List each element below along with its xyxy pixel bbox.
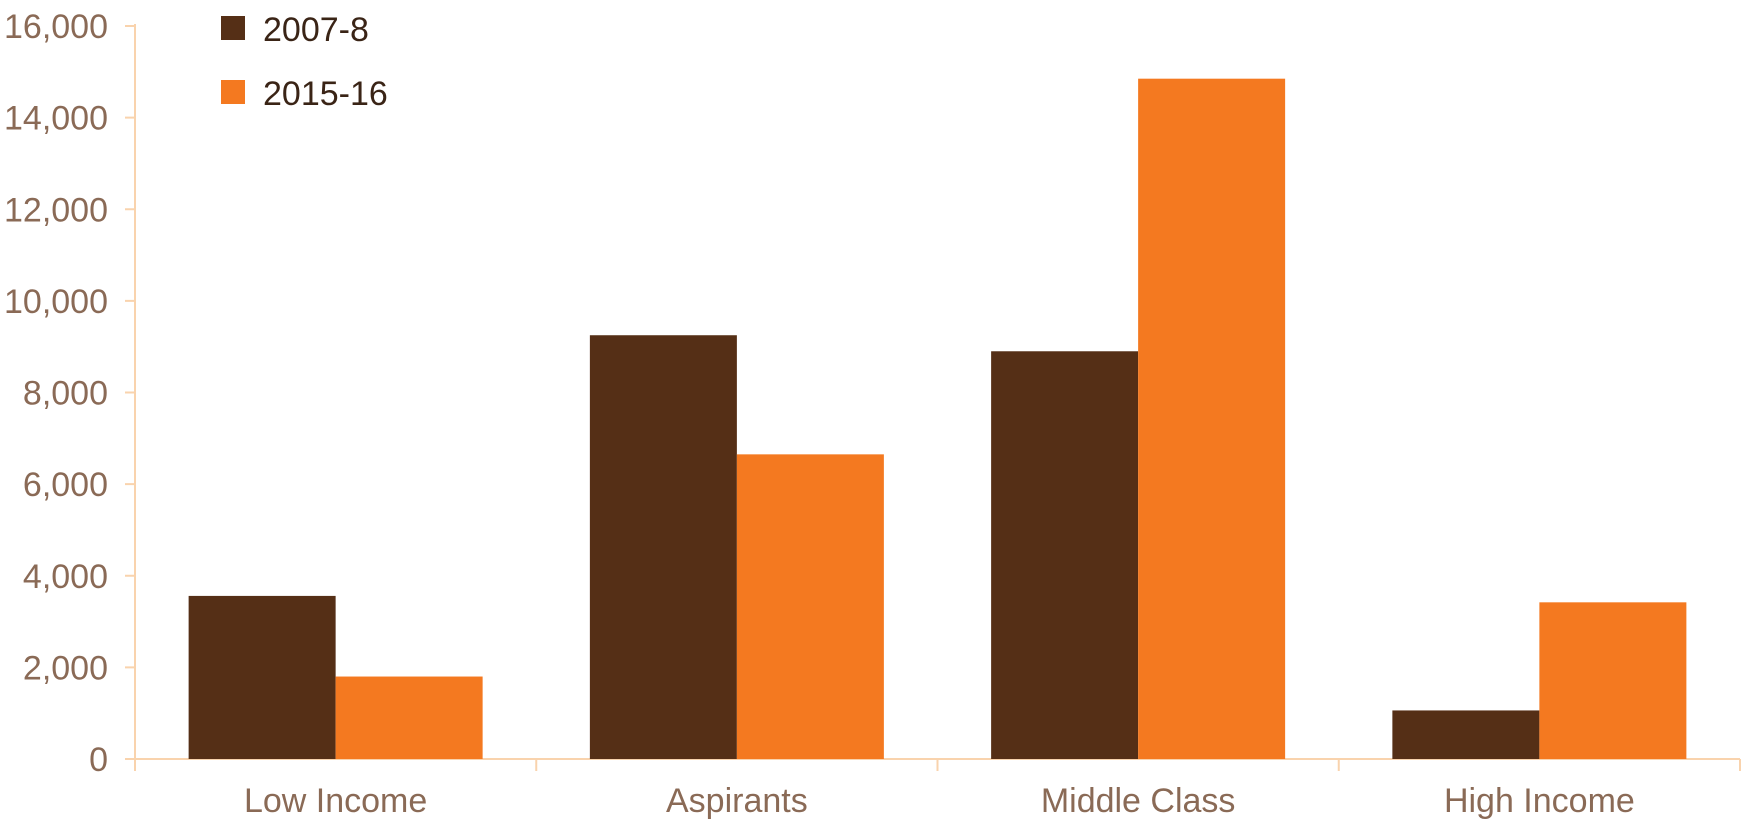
bar-2007-8-middle-class — [991, 351, 1139, 759]
bar-2007-8-aspirants — [589, 335, 737, 759]
bar-2015-16-middle-class — [1138, 78, 1286, 759]
bar-2015-16-low-income — [335, 676, 483, 759]
bar-2007-8-low-income — [188, 595, 336, 759]
axes — [125, 24, 1741, 771]
bar-2015-16-aspirants — [736, 454, 884, 759]
bars — [188, 78, 1687, 759]
x-tick-label: Aspirants — [666, 782, 808, 820]
x-tick-label: Middle Class — [1041, 782, 1236, 820]
bar-2015-16-high-income — [1539, 602, 1687, 759]
y-tick-label: 6,000 — [23, 466, 108, 504]
y-tick-label: 8,000 — [23, 375, 108, 413]
y-tick-label: 16,000 — [4, 8, 108, 46]
legend-label: 2007-8 — [263, 11, 369, 49]
legend: 2007-8 2015-16 — [221, 11, 388, 113]
legend-swatch — [221, 16, 245, 40]
legend-swatch — [221, 80, 245, 104]
y-tick-label: 2,000 — [23, 649, 108, 687]
bar-2007-8-high-income — [1392, 710, 1540, 759]
y-tick-label: 14,000 — [4, 100, 108, 138]
legend-label: 2015-16 — [263, 75, 388, 113]
y-tick-label: 12,000 — [4, 191, 108, 229]
y-tick-label: 0 — [89, 741, 108, 779]
y-tick-label: 4,000 — [23, 558, 108, 596]
axis-labels: 0 2,000 4,000 6,000 8,000 10,000 12,000 14,000 1… — [4, 8, 1635, 820]
x-tick-label: High Income — [1444, 782, 1635, 820]
y-tick-label: 10,000 — [4, 283, 108, 321]
x-tick-label: Low Income — [244, 782, 427, 820]
